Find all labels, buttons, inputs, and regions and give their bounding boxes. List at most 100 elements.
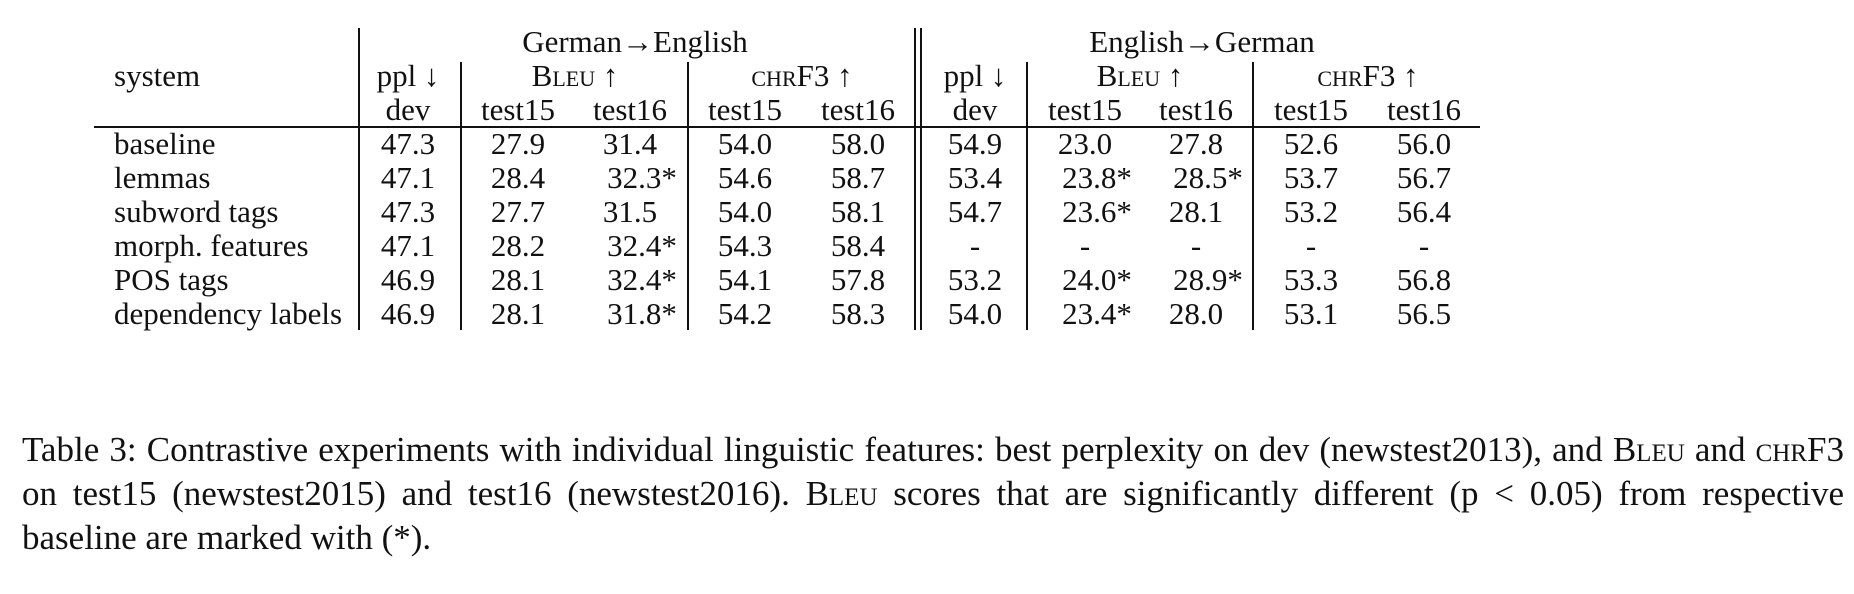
table-cell: 53.2 — [1283, 194, 1339, 229]
row-system-label: morph. features — [114, 228, 309, 263]
header-rule — [94, 126, 1480, 128]
caption-text: on test15 (newstest2015) and test16 (new… — [22, 474, 806, 513]
table-cell: 23.4* — [1062, 296, 1132, 331]
table-cell: 56.7 — [1396, 160, 1452, 195]
table-cell: 47.1 — [380, 228, 436, 263]
group-header-de-en: German→English — [522, 24, 748, 59]
table-cell: 56.8 — [1396, 262, 1452, 297]
sub-header: dev — [952, 92, 998, 127]
caption-text: and — [1684, 430, 1756, 469]
row-system-label: subword tags — [114, 194, 279, 229]
chrf-header-en-de: chrF3 ↑ — [1317, 58, 1419, 93]
table-cell: 54.2 — [717, 296, 773, 331]
sub-header: test15 — [480, 92, 556, 127]
col-divider — [1252, 62, 1254, 330]
table-cell: 47.3 — [380, 126, 436, 161]
col-divider — [358, 28, 360, 330]
table-cell: 28.9* — [1173, 262, 1243, 297]
table-cell: 54.0 — [717, 126, 773, 161]
table-caption: Table 3: Contrastive experiments with in… — [22, 428, 1844, 560]
caption-bleu: Bleu — [805, 474, 878, 513]
table-cell: - — [969, 228, 981, 263]
table-cell: 28.1 — [490, 262, 546, 297]
ppl-header-de-en: ppl ↓ — [376, 58, 440, 93]
table-cell: 23.0 — [1057, 126, 1113, 161]
table-cell: 53.4 — [947, 160, 1003, 195]
table-cell: 28.0 — [1168, 296, 1224, 331]
table-cell: 53.2 — [947, 262, 1003, 297]
row-system-label: lemmas — [114, 160, 211, 195]
table-cell: 28.1 — [1168, 194, 1224, 229]
table-cell: 54.6 — [717, 160, 773, 195]
col-divider-double — [914, 28, 916, 330]
bleu-header-de-en: Bleu ↑ — [531, 58, 619, 93]
table-cell: 46.9 — [380, 262, 436, 297]
sub-header: test15 — [707, 92, 783, 127]
table-cell: 58.0 — [830, 126, 886, 161]
table-cell: 32.4* — [607, 228, 677, 263]
table-cell: 28.2 — [490, 228, 546, 263]
results-table: German→English English→German system ppl… — [94, 24, 1480, 331]
sub-header: test16 — [592, 92, 668, 127]
table-cell: 32.4* — [607, 262, 677, 297]
table-cell: 56.4 — [1396, 194, 1452, 229]
table-cell: 58.1 — [830, 194, 886, 229]
ppl-header-en-de: ppl ↓ — [943, 58, 1007, 93]
table-cell: 53.3 — [1283, 262, 1339, 297]
table-cell: 28.4 — [490, 160, 546, 195]
chrf-header-de-en: chrF3 ↑ — [751, 58, 853, 93]
table-cell: 23.6* — [1062, 194, 1132, 229]
table-cell: 56.5 — [1396, 296, 1452, 331]
table-cell: 23.8* — [1062, 160, 1132, 195]
table-cell: 54.1 — [717, 262, 773, 297]
sub-header: dev — [385, 92, 431, 127]
table-cell: 54.3 — [717, 228, 773, 263]
sub-header: test16 — [820, 92, 896, 127]
caption-chrf: chrF3 — [1755, 430, 1844, 469]
col-divider-double — [920, 28, 922, 330]
row-system-label: POS tags — [114, 262, 229, 297]
system-header: system — [114, 58, 201, 93]
table-cell: 53.1 — [1283, 296, 1339, 331]
table-cell: 27.9 — [490, 126, 546, 161]
caption-bleu: Bleu — [1612, 430, 1685, 469]
table-cell: - — [1418, 228, 1430, 263]
table-cell: 58.7 — [830, 160, 886, 195]
row-system-label: baseline — [114, 126, 216, 161]
table-cell: 27.8 — [1168, 126, 1224, 161]
table-cell: 24.0* — [1062, 262, 1132, 297]
table-cell: - — [1079, 228, 1091, 263]
table-cell: 31.4 — [602, 126, 658, 161]
table-cell: 54.0 — [717, 194, 773, 229]
table-cell: 47.1 — [380, 160, 436, 195]
sub-header: test15 — [1273, 92, 1349, 127]
table-cell: 54.7 — [947, 194, 1003, 229]
table-cell: 58.4 — [830, 228, 886, 263]
col-divider — [1026, 62, 1028, 330]
table-cell: 46.9 — [380, 296, 436, 331]
group-header-en-de: English→German — [1089, 24, 1315, 59]
table-cell: 28.5* — [1173, 160, 1243, 195]
table-cell: 53.7 — [1283, 160, 1339, 195]
table-cell: 27.7 — [490, 194, 546, 229]
table-cell: - — [1190, 228, 1202, 263]
table-cell: 47.3 — [380, 194, 436, 229]
caption-text: Table 3: Contrastive experiments with in… — [22, 430, 1613, 469]
table-cell: 56.0 — [1396, 126, 1452, 161]
table-cell: 31.5 — [602, 194, 658, 229]
col-divider — [687, 62, 689, 330]
caption-text: scores that are significantly different … — [22, 474, 1844, 557]
sub-header: test16 — [1386, 92, 1462, 127]
table-cell: 32.3* — [607, 160, 677, 195]
bleu-header-en-de: Bleu ↑ — [1096, 58, 1184, 93]
table-cell: 31.8* — [607, 296, 677, 331]
table-cell: 58.3 — [830, 296, 886, 331]
sub-header: test15 — [1047, 92, 1123, 127]
table-cell: 57.8 — [830, 262, 886, 297]
row-system-label: dependency labels — [114, 296, 343, 331]
table-cell: - — [1305, 228, 1317, 263]
table-cell: 54.0 — [947, 296, 1003, 331]
sub-header: test16 — [1158, 92, 1234, 127]
col-divider — [460, 62, 462, 330]
table-cell: 54.9 — [947, 126, 1003, 161]
